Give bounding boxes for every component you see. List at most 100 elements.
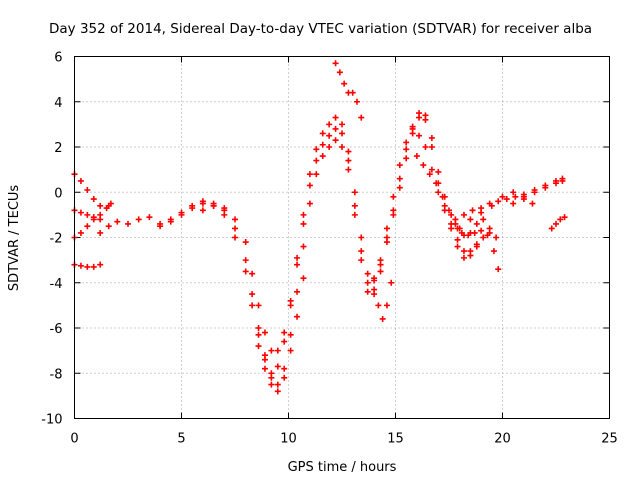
data-point: [281, 329, 288, 336]
data-point: [97, 216, 104, 223]
data-point: [313, 157, 320, 164]
data-point: [388, 279, 395, 286]
data-point: [77, 177, 84, 184]
data-point: [358, 234, 365, 241]
y-tick-label: 2: [54, 141, 62, 156]
data-point: [261, 365, 268, 372]
data-point: [390, 207, 397, 214]
data-point: [255, 325, 262, 331]
data-point: [300, 220, 307, 227]
data-point: [332, 125, 339, 132]
data-point: [495, 198, 502, 205]
data-point: [306, 182, 313, 189]
data-point: [232, 234, 238, 241]
data-point: [135, 216, 142, 223]
data-point: [77, 209, 84, 216]
data-point: [345, 157, 352, 164]
data-point: [339, 144, 345, 150]
y-tick-label: -10: [41, 413, 62, 428]
data-point: [242, 239, 249, 246]
x-axis-label: GPS time / hours: [288, 460, 397, 475]
data-point: [458, 229, 465, 236]
data-point: [319, 130, 326, 137]
data-point: [84, 263, 91, 270]
data-point: [249, 302, 256, 309]
data-point: [473, 243, 480, 250]
data-point: [510, 200, 517, 207]
data-point: [294, 254, 301, 261]
series-track-8: [255, 275, 307, 395]
data-point: [371, 275, 378, 282]
data-point: [287, 347, 294, 354]
data-point: [268, 381, 275, 388]
data-point: [416, 110, 423, 117]
data-point: [90, 263, 97, 270]
data-point: [90, 196, 97, 203]
data-point: [358, 257, 365, 264]
data-point: [332, 114, 339, 121]
data-point: [232, 225, 238, 232]
data-point: [300, 243, 307, 250]
data-point: [390, 193, 397, 200]
data-point: [300, 211, 307, 218]
data-point: [358, 114, 365, 121]
data-point: [84, 211, 91, 218]
series-track-10: [371, 279, 395, 322]
data-point: [416, 132, 423, 139]
data-point: [107, 200, 114, 207]
data-point: [542, 184, 549, 191]
series-track-1: [71, 171, 112, 209]
data-point: [294, 288, 301, 295]
series-track-7: [199, 114, 500, 354]
x-tick-label: 10: [280, 432, 297, 447]
plot-frame: [74, 56, 610, 419]
data-point: [495, 266, 502, 273]
data-point: [294, 261, 301, 268]
data-point: [439, 193, 446, 200]
data-point: [157, 223, 164, 230]
y-tick-label: 0: [54, 186, 62, 201]
series-track-5: [97, 114, 480, 388]
data-point: [557, 216, 564, 223]
data-point: [553, 180, 559, 187]
data-point: [345, 166, 352, 173]
data-point: [460, 254, 467, 261]
data-point: [353, 98, 360, 105]
data-point: [178, 209, 185, 216]
data-point: [512, 193, 519, 200]
y-axis-label: SDTVAR / TECUs: [7, 185, 22, 292]
data-point: [435, 189, 442, 196]
y-tick-label: -4: [50, 277, 63, 292]
data-point: [383, 234, 390, 241]
data-point: [281, 365, 288, 372]
x-tick-label: 0: [70, 432, 78, 447]
data-point: [114, 218, 121, 225]
data-point: [232, 216, 238, 223]
data-point: [446, 207, 452, 214]
data-point: [274, 347, 281, 354]
y-tick-label: -2: [50, 232, 63, 247]
x-tick-labels: 0 5 10 15 20 25: [70, 432, 617, 447]
data-point: [480, 216, 487, 223]
data-point: [84, 223, 91, 230]
data-point: [409, 123, 416, 130]
data-point: [396, 162, 403, 169]
data-point: [371, 291, 378, 298]
y-tick-label: 4: [54, 96, 62, 111]
data-point: [428, 134, 435, 141]
series-track-14: [510, 177, 566, 207]
x-tick-label: 5: [177, 432, 185, 447]
data-points: [71, 60, 568, 395]
data-point: [379, 315, 386, 322]
data-point: [396, 184, 403, 191]
data-point: [77, 262, 84, 269]
data-point: [306, 171, 313, 178]
data-point: [261, 329, 268, 336]
x-tick-label: 15: [387, 432, 404, 447]
data-point: [274, 381, 281, 388]
data-point: [422, 112, 429, 119]
data-point: [313, 171, 320, 178]
data-point: [255, 302, 262, 309]
data-point: [413, 153, 420, 160]
data-point: [420, 162, 427, 169]
